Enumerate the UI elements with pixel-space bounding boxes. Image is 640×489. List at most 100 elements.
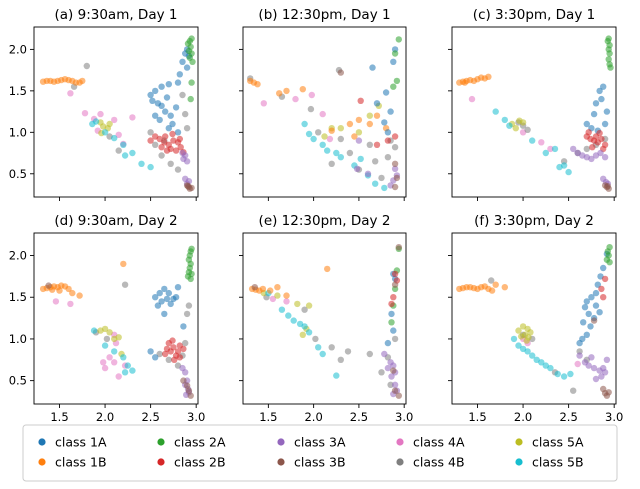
legend-item-class-4B: class 4B (396, 455, 465, 470)
point-class-4B (156, 350, 163, 358)
point-class-1A (592, 302, 600, 309)
point-class-3A (585, 362, 592, 369)
point-class-4B (152, 141, 159, 148)
point-class-4A (326, 135, 334, 143)
point-class-1B (299, 86, 306, 93)
point-class-2A (189, 58, 196, 65)
point-class-4B (328, 344, 335, 351)
point-class-3B (605, 389, 612, 396)
point-class-3A (588, 155, 595, 163)
point-class-3B (187, 392, 194, 399)
point-class-1B (501, 284, 508, 291)
point-class-4B (378, 174, 385, 182)
point-class-4A (67, 90, 74, 97)
point-class-2A (393, 77, 401, 85)
point-class-3A (183, 158, 191, 165)
point-class-2B (598, 135, 605, 143)
point-class-1A (152, 354, 159, 361)
points (248, 244, 402, 399)
point-class-4B (488, 277, 495, 284)
point-class-4A (269, 295, 277, 303)
x-tick-label: 2.0 (96, 410, 114, 424)
point-class-1A (373, 100, 381, 107)
point-class-5B (310, 135, 317, 143)
point-class-4A (308, 91, 315, 99)
point-class-1A (590, 110, 598, 118)
point-class-2A (187, 275, 194, 283)
point-class-1A (596, 309, 603, 316)
point-class-1A (147, 91, 154, 99)
panel-4: (d) 9:30am, Day 2 1.5 2.0 2.5 3.0 0.5 1.0 1.5 2.… (9, 213, 206, 424)
point-class-3A (598, 373, 605, 380)
point-class-4B (83, 62, 91, 70)
point-class-5A (305, 302, 313, 309)
panel-title: (b) 12:30pm, Day 1 (258, 7, 390, 23)
point-class-1A (183, 64, 191, 71)
point-class-5B (111, 348, 118, 355)
point-class-2A (188, 79, 195, 86)
point-class-5B (556, 163, 563, 171)
point-class-4B (183, 310, 191, 318)
point-class-1A (583, 120, 590, 128)
point-class-5B (492, 108, 499, 115)
point-class-4B (167, 160, 174, 167)
x-tick-label: 3.0 (395, 410, 413, 424)
point-class-5A (366, 112, 373, 119)
point-class-2B (169, 337, 176, 344)
y-tick-label: 0.5 (9, 167, 27, 181)
point-class-5B (515, 342, 522, 349)
point-class-1A (172, 294, 180, 301)
point-class-1A (167, 112, 174, 119)
point-class-5B (529, 352, 536, 359)
point-class-1A (161, 285, 168, 293)
point-class-3B (337, 69, 344, 76)
point-class-2B (162, 350, 169, 358)
point-class-2B (147, 137, 154, 144)
point-class-5B (565, 168, 572, 176)
point-class-4B (384, 154, 392, 161)
point-class-2B (158, 144, 165, 151)
plot-frame (33, 26, 199, 198)
point-class-4B (174, 166, 182, 173)
point-class-5B (554, 370, 561, 378)
point-class-2B (596, 129, 603, 137)
panel-5: (e) 12:30pm, Day 2 1.5 2.0 2.5 3.0 (239, 213, 413, 424)
point-class-1A (592, 100, 600, 107)
points (39, 35, 196, 192)
plot-frame (33, 232, 199, 405)
y-tick-label: 0.5 (9, 374, 27, 388)
x-tick-label: 1.5 (259, 410, 277, 424)
point-class-3B (395, 392, 402, 399)
point-class-5B (538, 359, 545, 366)
legend-label: class 4A (413, 435, 465, 450)
x-tick-label: 3.0 (187, 410, 205, 424)
point-class-1A (158, 102, 165, 110)
point-class-1A (580, 319, 587, 326)
point-class-5B (510, 335, 518, 343)
point-class-3A (391, 165, 399, 172)
y-tick-label: 1.5 (9, 290, 27, 304)
point-class-1B (274, 284, 281, 291)
point-class-2B (162, 133, 169, 140)
legend-label: class 1B (55, 455, 107, 470)
point-class-5A (525, 334, 532, 341)
point-class-4B (301, 306, 308, 313)
point-class-3A (597, 149, 604, 157)
point-class-3B (604, 183, 611, 190)
point-class-4B (185, 302, 193, 309)
point-class-4B (183, 125, 191, 132)
point-class-1A (598, 95, 605, 103)
point-class-5B (501, 116, 508, 124)
point-class-3B (391, 387, 399, 394)
point-class-2B (373, 141, 381, 148)
point-class-4B (387, 381, 394, 388)
x-tick-label: 1.5 (468, 410, 486, 424)
point-class-1A (158, 298, 165, 305)
point-class-1A (180, 323, 187, 330)
point-class-4A (538, 139, 545, 146)
point-class-1B (65, 285, 72, 293)
x-tick-label: 2.5 (559, 410, 577, 424)
point-class-1B (283, 87, 290, 95)
point-class-3A (353, 165, 361, 172)
legend: class 1A class 1B class 2A class 2B class 3A… (22, 424, 618, 482)
